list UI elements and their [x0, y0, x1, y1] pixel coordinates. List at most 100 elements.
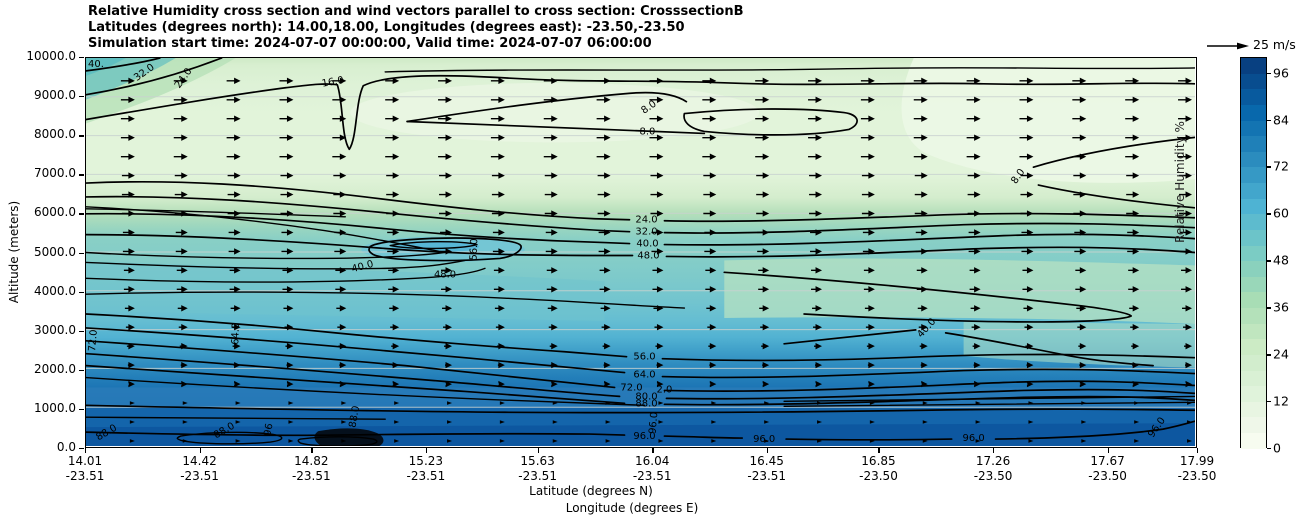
- wind-arrow-icon: [966, 115, 981, 122]
- wind-arrow-icon: [175, 248, 188, 255]
- wind-arrow-icon: [702, 77, 717, 84]
- x-axis-label-longitude: Longitude (degrees E): [565, 501, 699, 515]
- wind-arrow-icon: [1181, 286, 1193, 293]
- x-tick-lon: -23.51: [65, 469, 105, 483]
- wind-arrow-icon: [123, 267, 135, 274]
- colorbar-tick-mark: [1267, 260, 1271, 262]
- x-tick-mark: [878, 448, 880, 453]
- wind-arrow-icon: [810, 248, 823, 255]
- wind-arrow-icon: [966, 96, 981, 103]
- colorbar-segment: [1241, 261, 1266, 277]
- wind-arrow-icon: [389, 305, 400, 312]
- wind-arrow-icon: [129, 439, 135, 443]
- wind-arrow-icon: [1130, 324, 1140, 331]
- wind-arrow-icon: [226, 77, 241, 84]
- wind-arrow-icon: [228, 248, 241, 255]
- wind-arrow-icon: [124, 305, 135, 312]
- wind-arrow-icon: [226, 153, 241, 160]
- colorbar-segment: [1241, 433, 1266, 449]
- wind-arrow-icon: [1128, 286, 1140, 293]
- wind-arrow-icon: [703, 210, 717, 217]
- wind-arrow-icon: [335, 267, 347, 274]
- wind-arrow-icon: [227, 172, 241, 179]
- wind-arrow-icon: [762, 361, 770, 369]
- y-tick-mark: [79, 135, 84, 137]
- contour-label: 2.0: [657, 384, 673, 395]
- colorbar-segment: [1241, 214, 1266, 230]
- colorbar-tick-mark: [1267, 72, 1271, 75]
- wind-arrow-icon: [1073, 210, 1087, 217]
- x-tick-mark: [425, 448, 428, 453]
- wind-arrow-icon: [120, 153, 135, 160]
- wind-arrow-icon: [1132, 361, 1140, 369]
- wind-arrow-icon: [441, 286, 453, 293]
- wind-arrow-icon: [808, 96, 823, 103]
- wind-arrow-icon: [1187, 401, 1193, 405]
- wind-arrow-icon: [596, 96, 611, 103]
- contour-lines: [86, 58, 1195, 446]
- contour-label: 56.0: [633, 352, 655, 363]
- wind-arrow-icon: [755, 96, 770, 103]
- wind-arrow-icon: [334, 248, 347, 255]
- colorbar-segment: [1241, 417, 1266, 433]
- wind-arrow-icon: [1077, 324, 1087, 331]
- wind-arrow-icon: [394, 401, 400, 405]
- x-tick-label: 16.04 -23.51: [633, 454, 672, 484]
- wind-arrow-icon: [596, 153, 611, 160]
- wind-arrow-icon: [494, 305, 505, 312]
- y-tick-label: 0.0: [56, 440, 76, 454]
- wind-arrow-icon: [182, 401, 188, 405]
- x-tick-mark: [537, 448, 539, 453]
- x-tick-mark: [1197, 448, 1199, 453]
- wind-arrow-icon: [866, 342, 875, 350]
- wind-arrow-icon: [808, 153, 823, 160]
- wind-arrow-icon: [546, 286, 558, 293]
- wind-arrow-icon: [808, 134, 823, 141]
- wind-arrow-icon: [543, 96, 558, 103]
- wind-arrow-icon: [706, 305, 717, 312]
- wind-arrow-icon: [491, 210, 505, 217]
- wind-arrow-icon: [1178, 96, 1193, 103]
- wind-arrow-icon: [394, 439, 400, 443]
- wind-arrow-icon: [552, 439, 558, 443]
- wind-arrow-icon: [1024, 324, 1034, 331]
- wind-arrow-icon: [649, 96, 664, 103]
- x-tick-lon: -23.50: [1088, 469, 1127, 483]
- x-tick-lat: 17.67: [1090, 454, 1125, 468]
- wind-arrow-icon: [332, 77, 347, 84]
- wind-arrow-icon: [971, 324, 981, 331]
- wind-arrow-icon: [1128, 267, 1140, 274]
- wind-arrow-icon: [120, 134, 135, 141]
- contour-label: 72.0: [87, 329, 100, 352]
- wind-arrow-icon: [649, 115, 664, 122]
- wind-arrow-icon: [1022, 286, 1034, 293]
- wind-arrow-icon: [656, 380, 664, 388]
- x-tick-lat: 14.01: [67, 454, 103, 468]
- wind-arrow-icon: [445, 361, 453, 369]
- wind-arrow-icon: [231, 324, 241, 331]
- y-tick-label: 5000.0: [34, 244, 76, 259]
- wind-arrow-icon: [439, 172, 453, 179]
- wind-arrow-icon: [605, 420, 611, 424]
- wind-arrow-icon: [975, 401, 981, 405]
- wind-arrow-icon: [755, 134, 770, 141]
- colorbar-segment: [1241, 229, 1266, 246]
- y-tick-label: 6000.0: [34, 205, 76, 220]
- wind-arrow-icon: [1187, 439, 1193, 443]
- wind-arrow-icon: [544, 172, 558, 179]
- colorbar-segment: [1241, 136, 1266, 152]
- wind-arrow-icon: [707, 324, 717, 331]
- wind-arrow-icon: [913, 115, 928, 122]
- wind-arrow-icon: [125, 324, 135, 331]
- colorbar-tick-label: 12: [1273, 393, 1289, 409]
- colorbar-segment: [1241, 198, 1266, 215]
- contour-label: 96.0: [753, 434, 775, 445]
- y-tick-mark: [79, 57, 84, 59]
- wind-arrow-icon: [967, 210, 981, 217]
- wind-arrow-icon: [764, 420, 770, 424]
- x-tick-label: 14.42 -23.51: [180, 454, 219, 484]
- wind-arrow-icon: [861, 172, 875, 179]
- wind-arrow-icon: [543, 77, 558, 84]
- colorbar-segment: [1241, 183, 1266, 199]
- wind-arrow-icon: [548, 324, 558, 331]
